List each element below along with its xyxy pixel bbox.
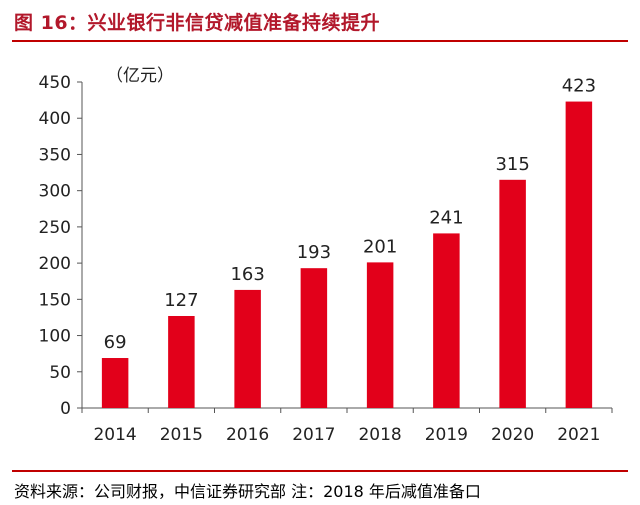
footer-divider: [12, 470, 628, 472]
y-tick-label: 0: [60, 399, 71, 419]
y-tick-label: 450: [39, 73, 71, 93]
y-tick-label: 350: [39, 145, 71, 165]
x-tick-label-2016: 2016: [226, 425, 269, 445]
x-tick-label-2014: 2014: [93, 425, 136, 445]
data-label-2021: 423: [562, 76, 596, 97]
bar-series: [101, 101, 593, 408]
chart-axes: 0 50 100 150 200 250 300 350 400 450 2014 2015 2016 2…: [39, 73, 613, 445]
x-tick-label-2019: 2019: [425, 425, 468, 445]
y-tick-label: 400: [39, 109, 71, 129]
bar-2019: [433, 233, 460, 408]
data-label-2015: 127: [164, 290, 198, 311]
bar-2014: [101, 358, 129, 408]
bar-chart: 0 50 100 150 200 250 300 350 400 450 2014 2015 2016 2…: [39, 66, 613, 445]
bar-2021: [565, 101, 593, 408]
y-tick-label: 250: [39, 218, 71, 238]
title-divider: [12, 40, 628, 42]
y-tick-label: 300: [39, 182, 71, 202]
x-tick-label-2015: 2015: [160, 425, 203, 445]
x-tick-label-2018: 2018: [358, 425, 401, 445]
y-tick-label: 200: [39, 254, 71, 274]
data-label-2019: 241: [429, 207, 463, 228]
data-label-2017: 193: [297, 242, 331, 263]
bar-2020: [499, 179, 526, 408]
bar-2016: [234, 289, 261, 408]
x-tick-label-2021: 2021: [557, 425, 600, 445]
y-tick-label: 50: [49, 363, 71, 383]
bar-2018: [366, 262, 394, 408]
y-tick-label: 100: [39, 327, 71, 347]
unit-label: （亿元）: [106, 66, 174, 86]
x-tick-label-2020: 2020: [491, 425, 534, 445]
data-label-2020: 315: [495, 154, 529, 175]
data-labels: 69 127 163 193 201 241 315 423: [104, 76, 596, 353]
chart-title: 图 16：兴业银行非信贷减值准备持续提升: [14, 12, 381, 34]
source-note: 资料来源：公司财报，中信证券研究部 注：2018 年后减值准备口: [14, 482, 481, 501]
data-label-2018: 201: [363, 236, 397, 257]
bar-2015: [168, 315, 195, 408]
bar-2017: [300, 268, 328, 408]
y-tick-label: 150: [39, 290, 71, 310]
data-label-2014: 69: [104, 332, 127, 353]
data-label-2016: 163: [230, 264, 264, 285]
x-tick-label-2017: 2017: [292, 425, 335, 445]
